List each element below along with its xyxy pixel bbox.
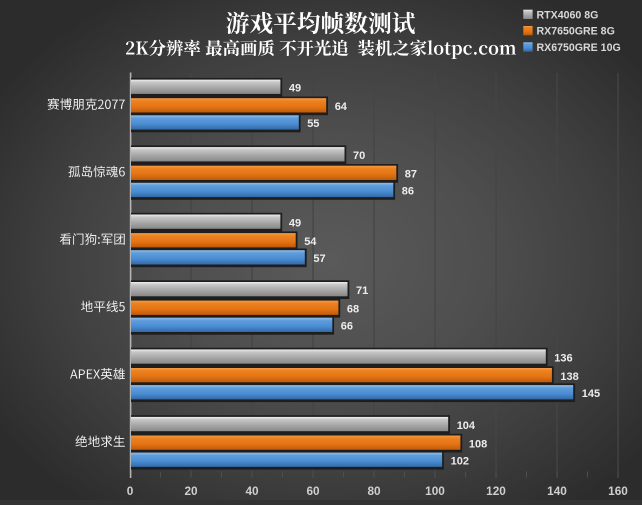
svg-text:160: 160 <box>608 484 628 498</box>
svg-text:138: 138 <box>560 371 578 383</box>
svg-text:RX7650GRE 8G: RX7650GRE 8G <box>537 26 615 38</box>
svg-text:120: 120 <box>486 484 506 498</box>
svg-text:RTX4060 8G: RTX4060 8G <box>537 9 599 21</box>
svg-text:108: 108 <box>469 438 487 450</box>
svg-text:80: 80 <box>367 484 381 498</box>
svg-text:140: 140 <box>547 484 567 498</box>
svg-text:66: 66 <box>341 321 353 333</box>
svg-text:RX6750GRE 10G: RX6750GRE 10G <box>537 42 621 54</box>
svg-text:70: 70 <box>353 150 365 162</box>
svg-text:0: 0 <box>127 484 134 498</box>
svg-text:71: 71 <box>356 285 368 297</box>
svg-text:64: 64 <box>335 101 348 113</box>
svg-text:68: 68 <box>347 304 359 316</box>
svg-text:20: 20 <box>184 484 198 498</box>
svg-text:49: 49 <box>289 83 301 95</box>
svg-text:86: 86 <box>402 186 414 198</box>
svg-text:100: 100 <box>425 484 445 498</box>
svg-text:54: 54 <box>304 236 317 248</box>
svg-text:87: 87 <box>405 169 417 181</box>
svg-text:49: 49 <box>289 218 301 230</box>
svg-text:102: 102 <box>451 456 469 468</box>
svg-text:40: 40 <box>245 484 259 498</box>
svg-text:60: 60 <box>306 484 320 498</box>
svg-text:55: 55 <box>307 118 319 130</box>
svg-text:104: 104 <box>457 420 476 432</box>
svg-text:145: 145 <box>582 388 600 400</box>
svg-text:57: 57 <box>313 253 325 265</box>
svg-text:136: 136 <box>554 352 572 364</box>
